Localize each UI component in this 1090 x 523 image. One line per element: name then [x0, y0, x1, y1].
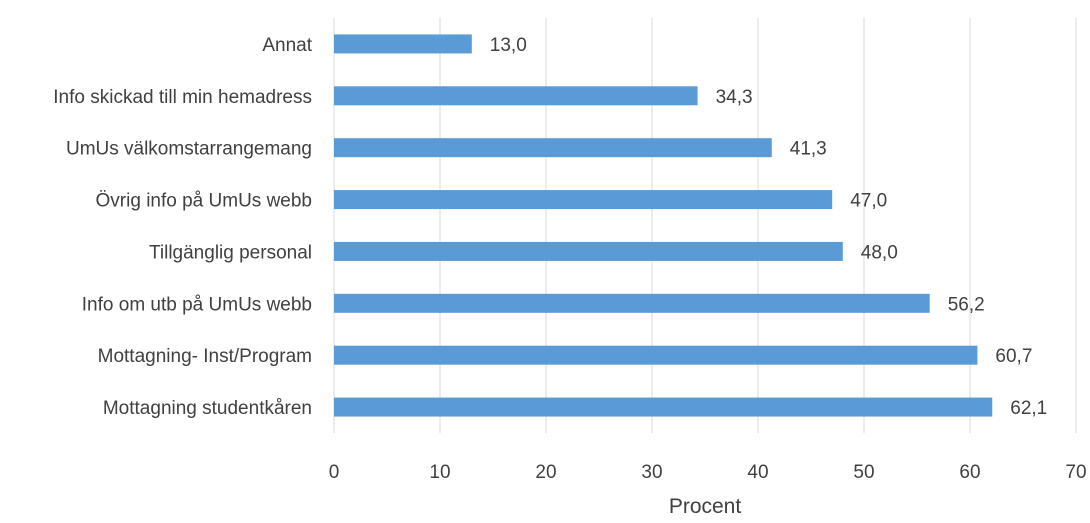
category-label: Info skickad till min hemadress	[53, 87, 312, 108]
x-tick-label: 70	[1065, 462, 1086, 483]
category-label: Mottagning studentkåren	[103, 398, 312, 419]
bar	[334, 138, 772, 158]
bars	[334, 34, 993, 417]
value-labels: 13,0 34,3 41,3 47,0 48,0 56,2 60,7 62,1	[490, 35, 1047, 419]
bar	[334, 34, 472, 54]
category-label: Övrig info på UmUs webb	[96, 191, 312, 212]
bar	[334, 345, 978, 365]
category-label: UmUs välkomstarrangemang	[66, 139, 312, 160]
x-tick-label: 60	[959, 462, 980, 483]
category-label: Annat	[262, 35, 312, 56]
x-tick-label: 10	[429, 462, 450, 483]
bar	[334, 397, 993, 417]
bar	[334, 190, 833, 210]
value-label: 13,0	[490, 35, 527, 56]
value-label: 47,0	[850, 191, 887, 212]
category-label: Mottagning- Inst/Program	[98, 346, 312, 367]
value-label: 56,2	[948, 294, 985, 315]
value-label: 62,1	[1010, 398, 1047, 419]
value-label: 34,3	[716, 87, 753, 108]
gridlines	[333, 18, 1077, 433]
category-label: Info om utb på UmUs webb	[82, 294, 312, 315]
value-label: 48,0	[861, 242, 898, 263]
value-label: 41,3	[790, 139, 827, 160]
bar	[334, 241, 843, 261]
x-tick-label: 20	[535, 462, 556, 483]
x-axis-title: Procent	[669, 495, 742, 518]
x-tick-labels: 0 10 20 30 40 50 60 70	[329, 462, 1087, 483]
x-tick-label: 50	[853, 462, 874, 483]
x-tick-label: 0	[329, 462, 340, 483]
value-label: 60,7	[995, 346, 1032, 367]
bar	[334, 293, 930, 313]
x-tick-label: 30	[641, 462, 662, 483]
category-labels: Annat Info skickad till min hemadress UmUs…	[53, 35, 312, 419]
x-tick-label: 40	[747, 462, 768, 483]
bar	[334, 86, 698, 106]
category-label: Tillgänglig personal	[149, 242, 312, 263]
